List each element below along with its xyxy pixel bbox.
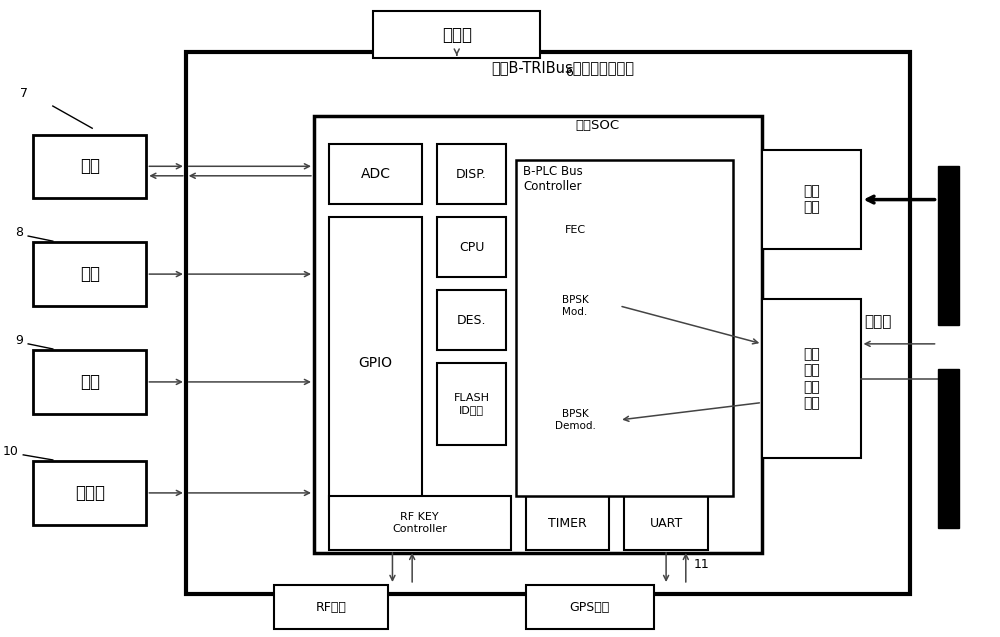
Text: 10: 10 [2, 445, 18, 458]
Bar [329, 217, 422, 509]
Bar [762, 150, 861, 248]
Text: 基于B-TRIBus的仪表盘控制器: 基于B-TRIBus的仪表盘控制器 [491, 61, 634, 75]
Text: 电子锁: 电子锁 [75, 484, 105, 502]
Bar [938, 369, 959, 528]
Text: BPSK
Demod.: BPSK Demod. [555, 409, 595, 431]
Text: B-PLC Bus
Controller: B-PLC Bus Controller [523, 165, 582, 193]
Text: GPS接口: GPS接口 [570, 601, 610, 613]
Bar [762, 299, 861, 458]
Bar [373, 11, 540, 59]
Text: 7: 7 [20, 87, 28, 100]
Bar [531, 280, 619, 331]
Text: DISP.: DISP. [456, 168, 487, 181]
Bar [437, 217, 506, 277]
Text: 拨档: 拨档 [80, 265, 100, 283]
Text: 6: 6 [565, 66, 573, 79]
Bar [33, 350, 146, 413]
Text: TIMER: TIMER [548, 517, 587, 529]
Bar [329, 496, 511, 550]
Text: DES.: DES. [457, 313, 486, 327]
Text: 仪表SOC: 仪表SOC [575, 118, 619, 132]
Bar [938, 166, 959, 325]
Bar [526, 496, 609, 550]
Bar [516, 160, 733, 496]
Bar [33, 134, 146, 198]
Text: UART: UART [649, 517, 683, 529]
Text: 信号线: 信号线 [865, 314, 892, 329]
Text: 驱动
放大
缓冲
滤波: 驱动 放大 缓冲 滤波 [803, 347, 820, 410]
Text: CPU: CPU [459, 241, 484, 254]
Text: BPSK
Mod.: BPSK Mod. [562, 295, 588, 317]
Bar [33, 461, 146, 525]
Text: GPIO: GPIO [358, 356, 392, 370]
Bar [314, 115, 762, 553]
Text: FEC: FEC [564, 225, 586, 234]
Text: ADC: ADC [360, 168, 390, 181]
Bar [186, 52, 910, 594]
Text: RF接口: RF接口 [316, 601, 347, 613]
Text: 11: 11 [693, 558, 709, 571]
Bar [624, 496, 708, 550]
Text: RF KEY
Controller: RF KEY Controller [392, 512, 447, 534]
Text: 刹车: 刹车 [80, 373, 100, 391]
Bar [274, 585, 388, 629]
Text: 仪表盘: 仪表盘 [442, 25, 472, 44]
Text: 转把: 转把 [80, 157, 100, 175]
Bar [437, 144, 506, 204]
Bar [437, 363, 506, 445]
Text: 供电
电路: 供电 电路 [803, 185, 820, 215]
Bar [329, 144, 422, 204]
Text: FLASH
ID存储: FLASH ID存储 [454, 393, 490, 415]
Text: 8: 8 [15, 226, 23, 240]
Bar [531, 204, 619, 255]
Text: 9: 9 [15, 334, 23, 347]
Bar [531, 394, 619, 445]
Bar [33, 243, 146, 306]
Bar [526, 585, 654, 629]
Bar [437, 290, 506, 350]
